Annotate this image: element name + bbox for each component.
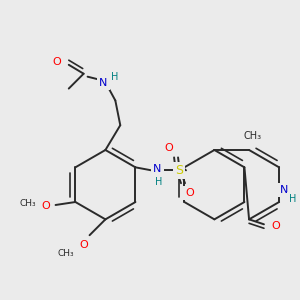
Text: O: O [186, 188, 194, 198]
Text: N: N [153, 164, 161, 174]
Text: O: O [165, 142, 173, 152]
Text: S: S [175, 164, 183, 177]
Text: O: O [272, 221, 280, 231]
Text: CH₃: CH₃ [58, 248, 74, 257]
Text: H: H [111, 72, 118, 82]
Text: O: O [79, 240, 88, 250]
Text: N: N [280, 184, 288, 195]
Text: CH₃: CH₃ [244, 131, 262, 141]
Text: CH₃: CH₃ [20, 199, 36, 208]
Text: H: H [154, 177, 162, 187]
Text: O: O [41, 201, 50, 211]
Text: N: N [99, 78, 108, 88]
Text: H: H [289, 194, 297, 203]
Text: O: O [52, 57, 61, 67]
